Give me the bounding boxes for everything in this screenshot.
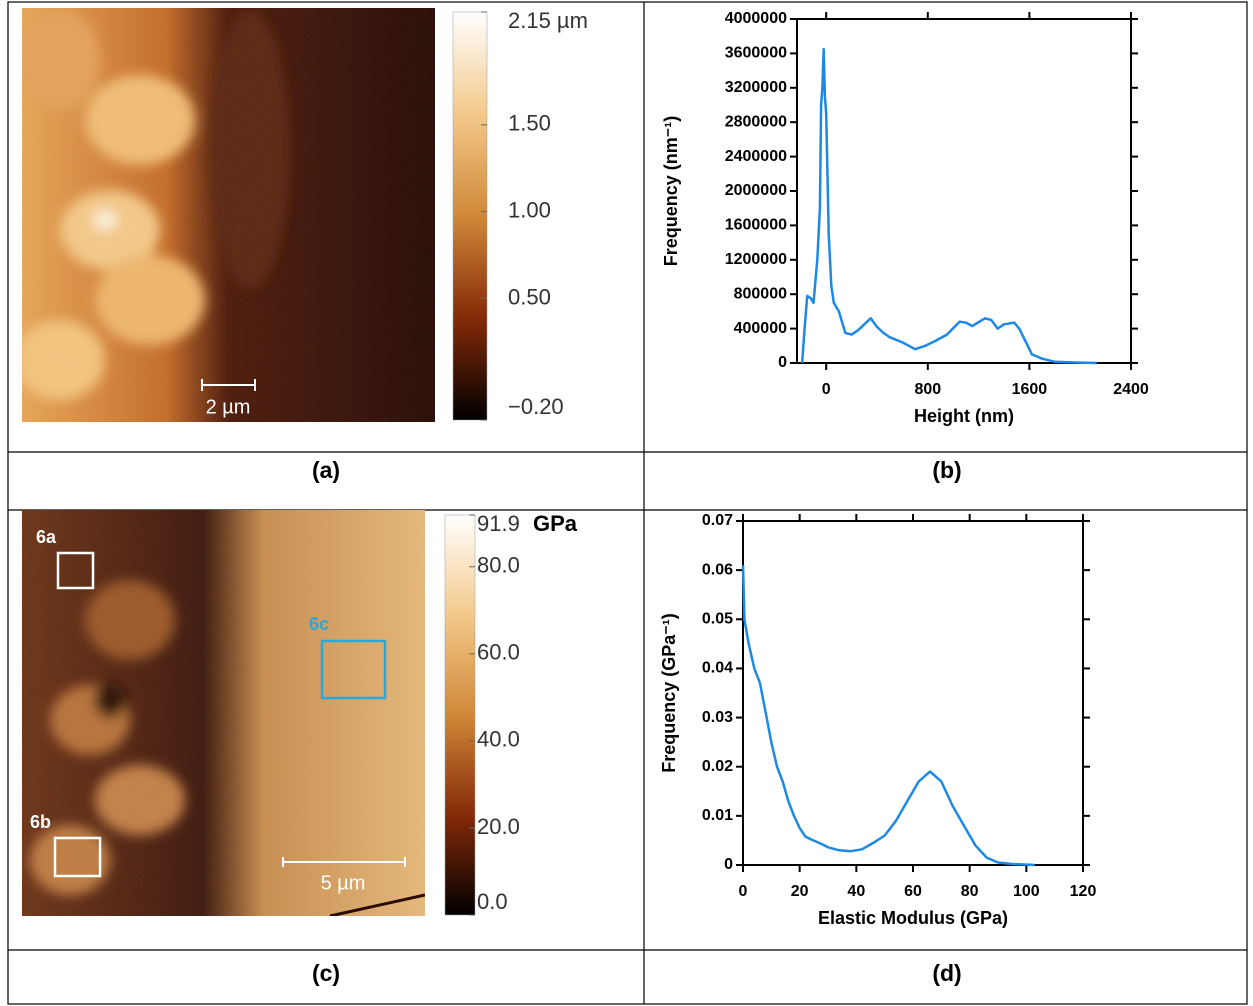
y-axis-label: Frequency (GPa⁻¹) — [659, 613, 679, 773]
y-tick-label: 2000000 — [725, 182, 787, 199]
colorbar-label: 91.9 — [477, 511, 520, 536]
y-tick-label: 0.06 — [702, 561, 733, 578]
scale-bar-label: 5 µm — [321, 872, 366, 894]
x-axis-label: Height (nm) — [914, 406, 1014, 426]
colorbar — [452, 11, 488, 421]
y-tick-label: 0.05 — [702, 611, 733, 628]
y-tick-label: 3200000 — [725, 79, 787, 96]
y-tick-label: 4000000 — [725, 10, 787, 27]
y-tick-label: 400000 — [734, 320, 787, 337]
data-line — [741, 565, 1035, 867]
x-tick-label: 120 — [1070, 883, 1097, 900]
modulus-map — [22, 510, 425, 916]
colorbar-label: 1.50 — [508, 111, 551, 136]
colorbar-label: 40.0 — [477, 727, 520, 752]
y-tick-label: 0.03 — [702, 709, 733, 726]
y-tick-label: 0.01 — [702, 807, 733, 824]
x-axis-label: Elastic Modulus (GPa) — [818, 908, 1008, 928]
y-tick-label: 1200000 — [725, 251, 787, 268]
y-tick-label: 3600000 — [725, 45, 787, 62]
x-tick-label: 2400 — [1113, 381, 1149, 398]
x-tick-label: 1600 — [1012, 381, 1048, 398]
caption: (d) — [932, 960, 961, 986]
y-tick-label: 1600000 — [725, 217, 787, 234]
colorbar-label: 2.15 µm — [508, 8, 588, 33]
x-tick-label: 800 — [914, 381, 941, 398]
region-label: 6c — [309, 614, 329, 634]
y-tick-label: 0 — [724, 856, 733, 873]
y-tick-label: 0.02 — [702, 758, 733, 775]
x-tick-label: 40 — [847, 883, 865, 900]
y-axis-label: Frequency (nm⁻¹) — [661, 116, 681, 267]
x-tick-label: 0 — [739, 883, 748, 900]
colorbar — [444, 514, 476, 916]
afm-height-map — [22, 8, 435, 422]
colorbar-unit: GPa — [533, 511, 578, 536]
colorbar-label: −0.20 — [508, 394, 564, 419]
colorbar-label: 0.50 — [508, 284, 551, 309]
colorbar-label: 1.00 — [508, 197, 551, 222]
region-box — [53, 836, 102, 878]
data-line — [800, 47, 1097, 365]
x-tick-label: 20 — [791, 883, 809, 900]
x-tick-label: 0 — [822, 381, 831, 398]
y-tick-label: 800000 — [734, 285, 787, 302]
y-tick-label: 0 — [778, 354, 787, 371]
caption: (b) — [932, 457, 961, 483]
caption: (a) — [312, 457, 340, 483]
scale-bar — [282, 857, 406, 867]
colorbar-label: 80.0 — [477, 553, 520, 578]
y-tick-label: 2800000 — [725, 113, 787, 130]
x-tick-label: 60 — [904, 883, 922, 900]
x-tick-label: 100 — [1013, 883, 1040, 900]
x-tick-label: 80 — [961, 883, 979, 900]
colorbar-label: 60.0 — [477, 640, 520, 665]
table-border — [7, 1, 1248, 1005]
y-tick-label: 2400000 — [725, 148, 787, 165]
y-tick-label: 0.07 — [702, 512, 733, 529]
region-box — [320, 639, 387, 700]
scale-bar — [201, 379, 256, 391]
scale-bar-label: 2 µm — [206, 396, 251, 418]
region-label: 6b — [30, 812, 51, 832]
caption: (c) — [312, 960, 340, 986]
plot-frame — [796, 18, 1132, 364]
region-label: 6a — [36, 527, 57, 547]
region-box — [56, 551, 95, 590]
y-tick-label: 0.04 — [702, 660, 733, 677]
colorbar-label: 20.0 — [477, 814, 520, 839]
colorbar-label: 0.0 — [477, 889, 508, 914]
